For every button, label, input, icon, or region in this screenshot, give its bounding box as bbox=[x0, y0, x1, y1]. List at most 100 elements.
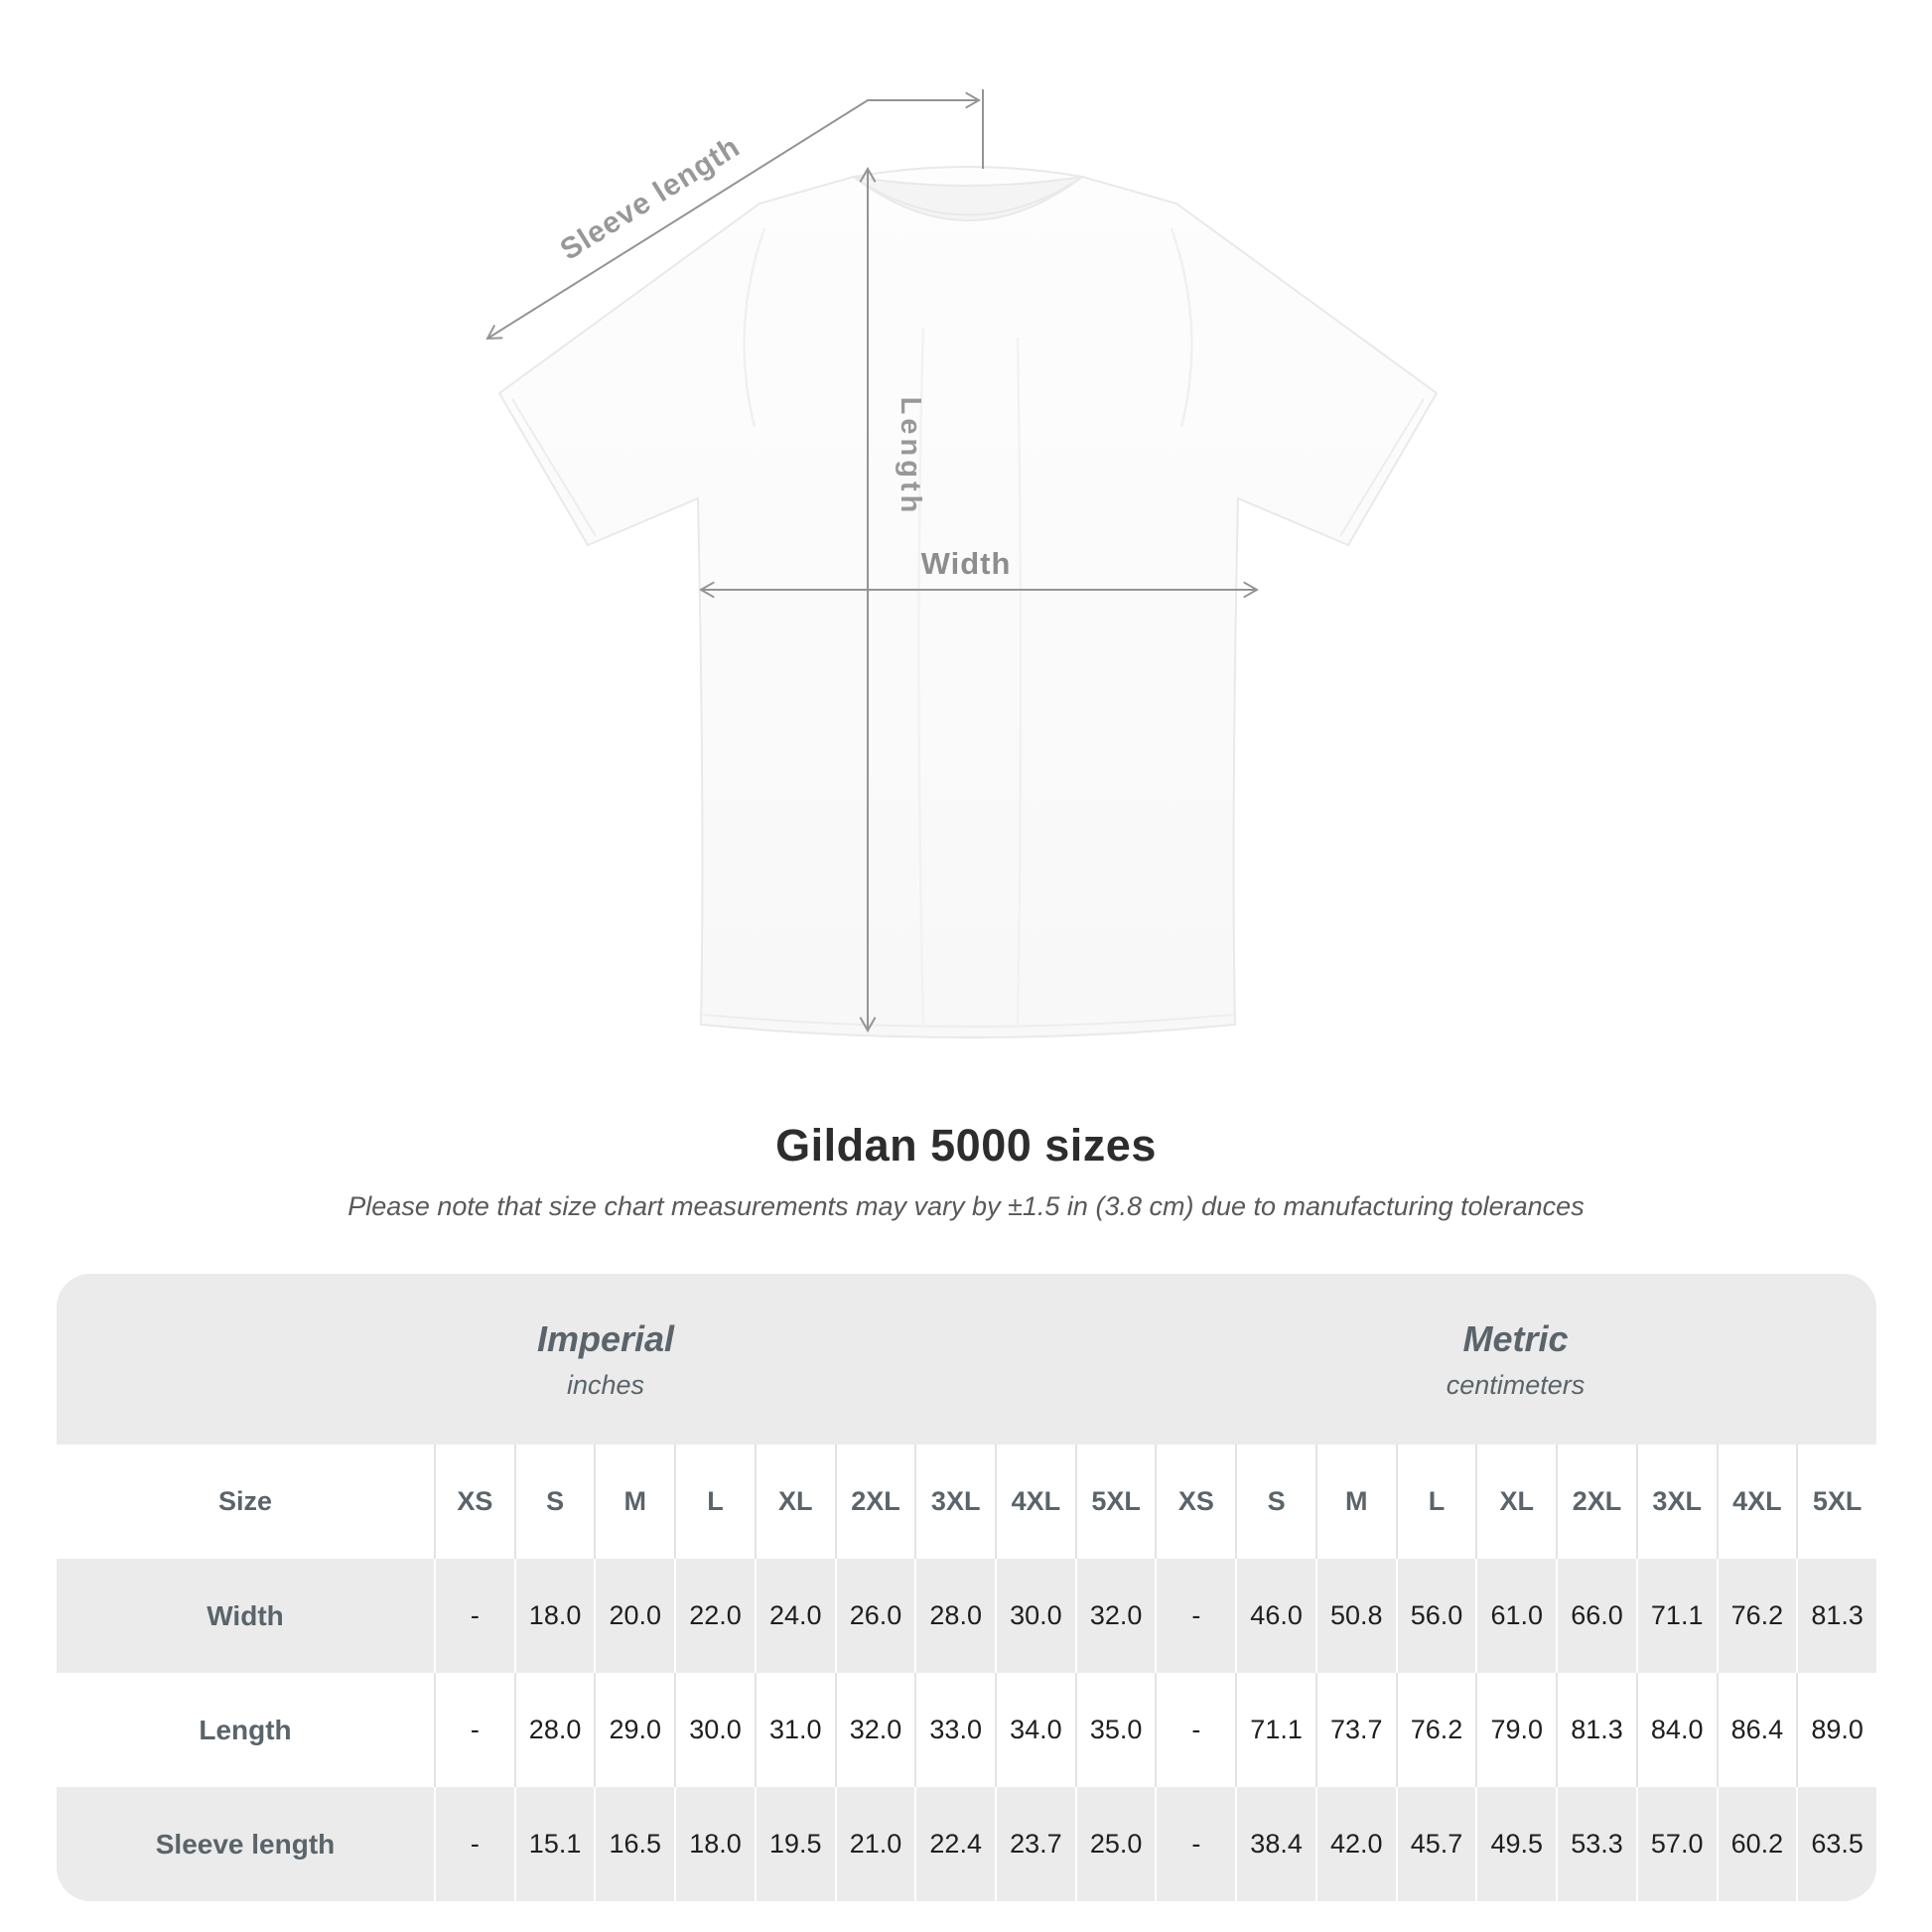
heading-block: Gildan 5000 sizes Please note that size … bbox=[0, 1120, 1932, 1222]
data-cell: 22.0 bbox=[674, 1559, 755, 1673]
crease-line bbox=[917, 327, 925, 1029]
length-label: Length bbox=[895, 397, 926, 517]
data-cell: 28.0 bbox=[513, 1673, 595, 1787]
data-cell: 89.0 bbox=[1796, 1673, 1876, 1787]
data-cell: 49.5 bbox=[1475, 1787, 1556, 1901]
size-header-cell: 5XL bbox=[1074, 1445, 1156, 1559]
crease-line bbox=[1170, 227, 1193, 428]
size-header-cell: M bbox=[594, 1445, 674, 1559]
data-cell: 29.0 bbox=[594, 1673, 674, 1787]
left-cuff-seam bbox=[511, 398, 597, 537]
data-cell: 18.0 bbox=[674, 1787, 755, 1901]
data-cell: 60.2 bbox=[1716, 1787, 1797, 1901]
row-label: Width bbox=[207, 1599, 284, 1631]
data-cell: 20.0 bbox=[594, 1559, 674, 1673]
size-table: Imperial inches Metric centimeters Size … bbox=[57, 1274, 1876, 1901]
data-cell: 18.0 bbox=[513, 1559, 595, 1673]
data-cell: 57.0 bbox=[1635, 1787, 1717, 1901]
data-cell: - bbox=[1155, 1673, 1235, 1787]
tshirt-measurement-diagram: Sleeve length Length Width bbox=[485, 89, 1439, 1038]
unit-header-metric: Metric centimeters bbox=[1155, 1274, 1876, 1445]
size-header-cell: 3XL bbox=[1635, 1445, 1717, 1559]
right-cuff-seam bbox=[1339, 398, 1425, 537]
tshirt-body bbox=[497, 166, 1439, 1038]
data-cell: 84.0 bbox=[1635, 1673, 1717, 1787]
unit-group-unit: centimeters bbox=[1446, 1369, 1586, 1400]
data-cell: 30.0 bbox=[995, 1559, 1075, 1673]
data-cell: - bbox=[1155, 1559, 1235, 1673]
data-cell: 28.0 bbox=[914, 1559, 995, 1673]
size-header-cell: M bbox=[1314, 1445, 1396, 1559]
page-title: Gildan 5000 sizes bbox=[775, 1120, 1157, 1171]
crease-line bbox=[1016, 337, 1023, 1029]
data-cell: 66.0 bbox=[1556, 1559, 1636, 1673]
data-cell: 35.0 bbox=[1074, 1673, 1156, 1787]
row-label: Length bbox=[199, 1714, 292, 1745]
data-cell: 76.2 bbox=[1716, 1559, 1797, 1673]
data-cell: 19.5 bbox=[754, 1787, 835, 1901]
unit-group-title: Metric bbox=[1462, 1317, 1569, 1359]
data-cell: 81.3 bbox=[1796, 1559, 1876, 1673]
data-cell: 34.0 bbox=[995, 1673, 1075, 1787]
data-cell: 61.0 bbox=[1475, 1559, 1556, 1673]
data-cell: 46.0 bbox=[1235, 1559, 1315, 1673]
unit-group-band: Imperial inches Metric centimeters bbox=[57, 1274, 1876, 1445]
data-cell: 24.0 bbox=[754, 1559, 835, 1673]
sleeve-length-dimension-line bbox=[485, 91, 981, 341]
unit-group-title: Imperial bbox=[536, 1317, 675, 1359]
data-cell: 42.0 bbox=[1314, 1787, 1396, 1901]
size-header-cell: L bbox=[674, 1445, 755, 1559]
size-header-row: Size XS S M L XL 2XL 3XL 4XL 5XL XS S M … bbox=[57, 1445, 1876, 1559]
size-header-cell: 2XL bbox=[834, 1445, 915, 1559]
data-cell: 25.0 bbox=[1074, 1787, 1156, 1901]
size-header-cell: L bbox=[1395, 1445, 1476, 1559]
data-cell: 15.1 bbox=[513, 1787, 595, 1901]
size-header-cell: 3XL bbox=[914, 1445, 995, 1559]
data-cell: 56.0 bbox=[1395, 1559, 1476, 1673]
data-cell: 53.3 bbox=[1556, 1787, 1636, 1901]
data-cell: 23.7 bbox=[995, 1787, 1075, 1901]
data-cell: - bbox=[434, 1787, 514, 1901]
size-header-cell: S bbox=[513, 1445, 595, 1559]
data-cell: 71.1 bbox=[1635, 1559, 1717, 1673]
size-header-cell: 5XL bbox=[1796, 1445, 1876, 1559]
page-subtitle: Please note that size chart measurements… bbox=[347, 1191, 1585, 1221]
size-header-cell: 4XL bbox=[995, 1445, 1075, 1559]
data-cell: 16.5 bbox=[594, 1787, 674, 1901]
data-cell: 45.7 bbox=[1395, 1787, 1476, 1901]
data-cell: - bbox=[434, 1673, 514, 1787]
data-cell: 31.0 bbox=[754, 1673, 835, 1787]
unit-header-imperial: Imperial inches bbox=[57, 1274, 1155, 1445]
data-cell: 79.0 bbox=[1475, 1673, 1556, 1787]
size-header-cell: XS bbox=[1155, 1445, 1235, 1559]
width-label: Width bbox=[921, 546, 1012, 581]
data-cell: 71.1 bbox=[1235, 1673, 1315, 1787]
table-row-sleeve-length: Sleeve length - 15.1 16.5 18.0 19.5 21.0… bbox=[57, 1787, 1876, 1901]
data-cell: 86.4 bbox=[1716, 1673, 1797, 1787]
table-row-width: Width - 18.0 20.0 22.0 24.0 26.0 28.0 30… bbox=[57, 1559, 1876, 1673]
data-cell: 38.4 bbox=[1235, 1787, 1315, 1901]
data-cell: 73.7 bbox=[1314, 1673, 1396, 1787]
data-cell: 21.0 bbox=[834, 1787, 915, 1901]
data-cell: 30.0 bbox=[674, 1673, 755, 1787]
data-cell: 32.0 bbox=[1074, 1559, 1156, 1673]
size-header-cell: XL bbox=[754, 1445, 835, 1559]
size-header-cell: XL bbox=[1475, 1445, 1556, 1559]
data-cell: 26.0 bbox=[834, 1559, 915, 1673]
unit-group-unit: inches bbox=[566, 1369, 645, 1400]
data-cell: - bbox=[1155, 1787, 1235, 1901]
data-cell: - bbox=[434, 1559, 514, 1673]
size-header-cell: XS bbox=[434, 1445, 514, 1559]
data-cell: 22.4 bbox=[914, 1787, 995, 1901]
data-cell: 63.5 bbox=[1796, 1787, 1876, 1901]
size-header-cell: 2XL bbox=[1556, 1445, 1636, 1559]
data-cell: 32.0 bbox=[834, 1673, 915, 1787]
size-header-cell: S bbox=[1235, 1445, 1315, 1559]
data-cell: 76.2 bbox=[1395, 1673, 1476, 1787]
table-row-length: Length - 28.0 29.0 30.0 31.0 32.0 33.0 3… bbox=[57, 1673, 1876, 1787]
data-cell: 81.3 bbox=[1556, 1673, 1636, 1787]
data-cell: 50.8 bbox=[1314, 1559, 1396, 1673]
data-cell: 33.0 bbox=[914, 1673, 995, 1787]
row-label: Sleeve length bbox=[155, 1828, 336, 1860]
